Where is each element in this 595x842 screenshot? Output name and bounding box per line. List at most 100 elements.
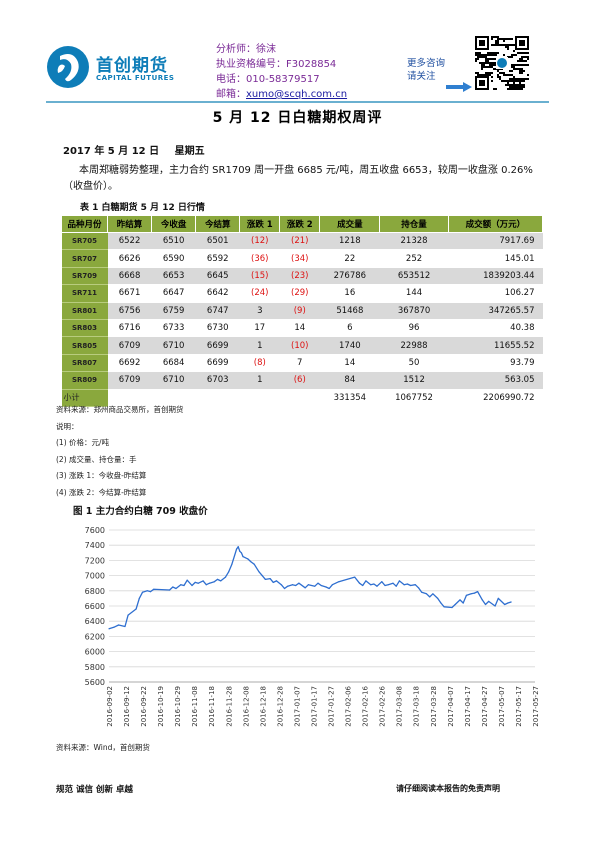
logo-chinese-name: 首创期货 <box>96 56 168 76</box>
analyst-row: 分析师：徐沫 <box>216 42 406 57</box>
cell-prev-settle: 6709 <box>107 371 152 390</box>
cell-oi: 1512 <box>379 371 449 390</box>
footer-disclaimer: 请仔细阅读本报告的免责声明 <box>396 784 500 793</box>
data-point <box>384 584 386 587</box>
note-item: (3) 涨跌 1：今收盘-昨结算 <box>56 471 147 480</box>
cell-chg1: 17 <box>239 319 280 338</box>
cell-prev-settle: 6692 <box>107 354 152 373</box>
data-point <box>191 584 193 587</box>
data-point <box>283 587 286 590</box>
contract-code: SR809 <box>61 371 108 390</box>
x-tick-label: 2016-12-18 <box>259 686 267 727</box>
cell-turnover: 40.38 <box>448 319 543 338</box>
table-caption: 表 1 白糖期货 5 月 12 日行情 <box>80 203 205 213</box>
data-point <box>432 593 434 595</box>
data-point <box>454 603 456 606</box>
cell-turnover: 563.05 <box>448 371 543 390</box>
cell-turnover: 106.27 <box>448 284 543 303</box>
table-row: SR711 6671 6647 6642 (24) (29) 16 144 106.27 <box>61 284 543 303</box>
data-point <box>443 606 445 608</box>
data-point <box>473 592 475 594</box>
chart-source: 资料来源：Wind，首创期货 <box>56 743 150 752</box>
table-notes: 资料来源：郑州商品交易所，首创期货 说明： (1) 价格：元/吨 (2) 成交量… <box>56 402 184 501</box>
x-tick-label: 2016-11-28 <box>225 686 233 727</box>
cell-turnover: 1839203.44 <box>448 267 543 286</box>
x-tick-label: 2017-03-28 <box>430 686 438 727</box>
data-point <box>118 624 120 626</box>
data-point <box>108 628 110 630</box>
logo-mark-icon <box>47 46 89 88</box>
footer-slogan: 规范 诚信 创新 卓越 <box>56 785 133 795</box>
data-point <box>213 581 215 583</box>
cell-volume: 1218 <box>319 232 380 251</box>
analyst-name: 徐沫 <box>256 44 276 55</box>
table-row: SR809 6709 6710 6703 1 (6) 84 1512 563.05 <box>61 371 543 390</box>
contract-code: SR801 <box>61 302 108 320</box>
data-point <box>247 558 249 560</box>
follow-line-1: 更多咨询 <box>407 58 446 69</box>
data-point <box>395 585 397 587</box>
data-point <box>465 594 467 596</box>
logo-english-name: CAPITAL FUTURES <box>96 74 175 82</box>
cell-prev-settle: 6671 <box>107 284 152 303</box>
col-header: 持仓量 <box>379 215 449 233</box>
total-turnover: 2206990.72 <box>448 388 543 407</box>
col-header: 昨结算 <box>106 215 153 233</box>
cell-settle: 6501 <box>195 232 240 251</box>
data-point <box>295 584 297 587</box>
license-number: F3028854 <box>286 59 337 70</box>
cell-oi: 653512 <box>379 267 449 286</box>
cell-settle: 6592 <box>195 249 240 268</box>
x-tick-label: 2016-10-19 <box>157 686 165 727</box>
cell-chg1: 1 <box>239 371 280 390</box>
cell-volume: 51468 <box>319 302 380 320</box>
cell-prev-settle: 6522 <box>107 232 152 251</box>
table-source: 资料来源：郑州商品交易所，首创期货 <box>56 405 184 414</box>
x-tick-label: 2017-05-27 <box>532 686 540 727</box>
cell-close: 6590 <box>151 249 196 268</box>
cell-chg2: (9) <box>279 302 320 320</box>
cell-chg1: (12) <box>239 232 280 251</box>
cell-oi: 96 <box>379 319 449 338</box>
data-point <box>392 582 394 584</box>
data-point <box>240 552 242 554</box>
cell-chg2: (21) <box>279 232 320 251</box>
cell-settle: 6703 <box>195 371 240 390</box>
data-point <box>205 584 207 586</box>
cell-prev-settle: 6709 <box>107 336 152 355</box>
cell-close: 6759 <box>151 302 196 320</box>
data-point <box>484 603 487 606</box>
data-point <box>250 561 252 563</box>
data-point <box>338 581 340 583</box>
cell-oi: 21328 <box>379 232 449 251</box>
data-point <box>141 591 144 593</box>
qr-code-icon[interactable] <box>474 35 530 91</box>
cell-settle: 6699 <box>195 354 240 373</box>
x-tick-label: 2016-10-29 <box>174 686 182 727</box>
data-point <box>287 585 289 587</box>
cell-close: 6653 <box>151 267 196 286</box>
x-tick-label: 2017-05-07 <box>498 686 506 727</box>
cell-turnover: 7917.69 <box>448 232 543 251</box>
data-point <box>194 581 196 583</box>
cell-close: 6733 <box>151 319 196 338</box>
x-tick-label: 2016-11-08 <box>191 686 199 727</box>
cell-oi: 144 <box>379 284 449 303</box>
data-point <box>331 584 333 586</box>
data-point <box>354 576 356 578</box>
data-point <box>317 582 319 584</box>
data-point <box>314 585 316 587</box>
table-row: SR803 6716 6733 6730 17 14 6 96 40.38 <box>61 319 543 338</box>
cell-chg1: (36) <box>239 249 280 268</box>
cell-oi: 252 <box>379 249 449 268</box>
contract-code: SR707 <box>61 249 108 268</box>
data-point <box>497 597 499 599</box>
data-point <box>183 584 185 587</box>
x-tick-label: 2016-09-02 <box>106 686 114 727</box>
y-tick-label: 5800 <box>85 663 105 672</box>
total-oi: 1067752 <box>379 388 449 407</box>
data-point <box>298 582 300 584</box>
email-link[interactable]: xumo@scqh.com.cn <box>246 89 348 100</box>
table-row: SR705 6522 6510 6501 (12) (21) 1218 21328 7917.6… <box>61 232 543 251</box>
x-tick-label: 2017-03-08 <box>396 686 404 727</box>
